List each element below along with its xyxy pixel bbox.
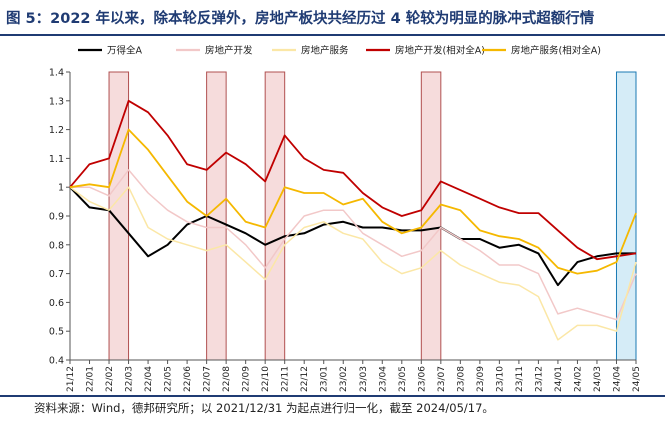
x-tick-label: 23/08: [456, 366, 466, 392]
series-lines: [69, 99, 637, 341]
legend: 万得全A 房地产开发 房地产服务 房地产开发(相对全A) 房地产服务(相对全A): [78, 45, 601, 57]
y-tick-label: 1.4: [49, 68, 64, 79]
y-tick-label: 1.3: [49, 96, 64, 107]
x-tick-label: 23/12: [534, 366, 544, 392]
x-tick-label: 23/09: [476, 366, 486, 392]
x-tick-label: 22/04: [144, 366, 154, 392]
x-tick-label: 23/03: [359, 366, 369, 392]
series-line-2: [69, 186, 637, 341]
shaded-period-2: [264, 71, 286, 361]
x-tick-label: 22/03: [125, 366, 135, 392]
y-tick-label: 0.4: [49, 356, 64, 367]
shaded-period-4: [615, 71, 637, 361]
legend-label: 房地产服务(相对全A): [511, 45, 601, 57]
x-tick-label: 24/02: [573, 366, 583, 392]
y-tick-label: 0.5: [49, 327, 64, 338]
series-line-1: [70, 169, 637, 321]
footer-rule: [0, 395, 665, 397]
x-tick-label: 21/12: [66, 366, 76, 392]
series-line-0: [69, 186, 636, 287]
x-tick-label: 24/05: [632, 366, 642, 392]
x-tick-label: 22/11: [281, 366, 291, 392]
shaded-period-0: [108, 71, 130, 361]
x-tick-label: 22/08: [222, 366, 232, 392]
y-tick-label: 0.7: [49, 269, 64, 280]
x-tick-label: 24/03: [593, 366, 603, 392]
y-tick-label: 1.1: [49, 154, 64, 165]
x-tick-label: 22/10: [261, 366, 271, 392]
x-tick-label: 24/04: [612, 366, 622, 392]
legend-label: 房地产服务: [301, 45, 349, 57]
x-tick-label: 23/01: [320, 366, 330, 392]
x-tick-label: 22/01: [86, 366, 96, 392]
x-tick-label: 23/05: [398, 366, 408, 392]
series-line-3: [69, 99, 637, 261]
x-tick-label: 22/06: [183, 366, 193, 392]
figure-title: 图 5：2022 年以来，除本轮反弹外，房地产板块共经历过 4 轮较为明显的脉冲…: [6, 11, 595, 27]
shaded-periods: [108, 71, 637, 361]
x-tick-label: 23/07: [437, 366, 447, 392]
legend-label: 房地产开发: [205, 45, 253, 57]
y-tick-label: 1.2: [49, 125, 64, 136]
x-tick-label: 23/04: [378, 366, 388, 392]
x-tick-label: 22/02: [105, 366, 115, 392]
legend-label: 万得全A: [107, 45, 143, 57]
y-tick-label: 1: [58, 183, 64, 194]
x-tick-label: 22/09: [242, 366, 252, 392]
x-tick-label: 23/11: [515, 366, 525, 392]
y-tick-label: 0.9: [49, 212, 64, 223]
series-line-4: [69, 128, 637, 275]
title-rule: [0, 34, 665, 36]
axes: 0.4 0.5 0.6 0.7 0.8 0.9 1 1.1 1.2 1.3 1.4 21/12 22/0…: [49, 68, 642, 392]
x-tick-label: 23/10: [495, 366, 505, 392]
x-tick-label: 22/07: [203, 366, 213, 392]
source-note: 资料来源：Wind，德邦研究所；以 2021/12/31 为起点进行归一化，截至…: [34, 401, 494, 415]
y-tick-label: 0.8: [49, 240, 64, 251]
x-tick-label: 23/06: [417, 366, 427, 392]
y-tick-label: 0.6: [49, 298, 64, 309]
x-tick-label: 24/01: [554, 366, 564, 392]
x-tick-label: 22/12: [300, 366, 310, 392]
shaded-period-1: [206, 71, 227, 361]
line-chart: 万得全A 房地产开发 房地产服务 房地产开发(相对全A) 房地产服务(相对全A) 0.4…: [49, 45, 642, 392]
legend-label: 房地产开发(相对全A): [395, 45, 485, 57]
x-tick-label: 22/05: [164, 366, 174, 392]
x-tick-label: 23/02: [339, 366, 349, 392]
